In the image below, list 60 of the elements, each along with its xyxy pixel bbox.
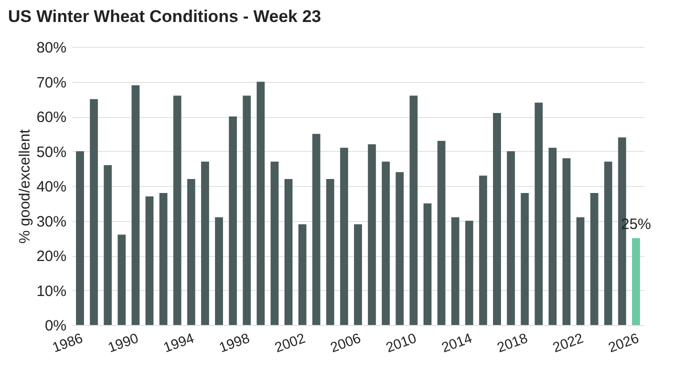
bar [354, 224, 362, 325]
x-tick-label: 2014 [439, 330, 474, 356]
x-tick-label: 2006 [328, 330, 363, 356]
y-tick-label: 50% [36, 144, 66, 161]
x-tick-label: 1998 [216, 330, 252, 356]
bar [298, 224, 306, 325]
y-axis-title: % good/excellent [16, 128, 34, 244]
x-tick-label: 2018 [494, 330, 530, 356]
bar [201, 162, 210, 325]
bar [520, 192, 529, 325]
bar [590, 192, 598, 325]
x-tick-label: 1994 [161, 330, 196, 356]
x-tick-label: 1990 [106, 330, 141, 356]
y-tick-label: 10% [36, 282, 66, 300]
bar [493, 113, 502, 325]
bar [424, 203, 432, 325]
bar [256, 82, 265, 325]
bar [104, 165, 112, 325]
bar [548, 148, 557, 325]
bar [437, 140, 446, 325]
bar [340, 148, 348, 325]
y-tick-label: 30% [36, 213, 66, 230]
bar [451, 217, 460, 325]
bar [90, 99, 98, 325]
bar [382, 162, 390, 325]
bar [270, 162, 279, 325]
bar [76, 151, 84, 325]
y-tick-label: 70% [36, 74, 66, 92]
bar [562, 158, 571, 325]
bar [506, 151, 515, 325]
bar [284, 179, 292, 325]
bar [479, 176, 488, 325]
x-tick-label: 2022 [550, 330, 586, 356]
bar [228, 116, 237, 325]
y-tick-label: 60% [36, 109, 66, 126]
bar [604, 162, 612, 325]
chart-title: US Winter Wheat Conditions - Week 23 [8, 7, 322, 26]
bar [159, 192, 168, 325]
y-tick-label: 20% [36, 248, 66, 265]
bar [465, 220, 474, 325]
x-tick-label: 2002 [272, 330, 308, 356]
bar [632, 238, 640, 325]
y-tick-label: 40% [36, 178, 66, 196]
bar [242, 96, 251, 325]
x-tick-label: 2010 [384, 330, 419, 356]
bar [396, 172, 404, 325]
bar [187, 179, 196, 325]
x-tick-label: 2026 [606, 330, 641, 356]
y-tick-label: 80% [36, 40, 66, 56]
bar [410, 96, 418, 325]
bar [312, 134, 320, 325]
bar [145, 196, 154, 325]
bar [368, 144, 376, 325]
bar [132, 85, 140, 325]
bar [214, 217, 223, 325]
bar [326, 179, 334, 325]
bar [173, 96, 182, 325]
bar [576, 217, 584, 325]
bar [534, 102, 543, 325]
bar [118, 234, 126, 325]
